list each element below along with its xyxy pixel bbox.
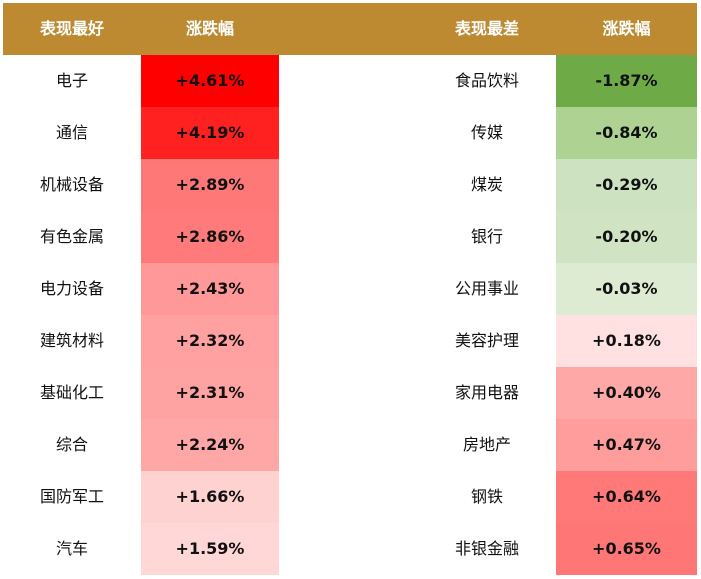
table-header-bar bbox=[3, 3, 697, 55]
best-sector-name: 有色金属 bbox=[39, 227, 104, 246]
worst-change-value: -1.87% bbox=[556, 55, 697, 107]
best-sector-name: 基础化工 bbox=[39, 383, 104, 402]
worst-change-value: -0.84% bbox=[556, 107, 697, 159]
worst-change-value: -0.03% bbox=[556, 263, 697, 315]
worst-sector-name: 食品饮料 bbox=[454, 71, 519, 90]
best-change-value: +4.61% bbox=[141, 55, 279, 107]
worst-sector-name: 家用电器 bbox=[454, 383, 519, 402]
worst-sector-name: 钢铁 bbox=[470, 487, 503, 506]
best-change-value: +2.86% bbox=[141, 211, 279, 263]
best-change-value: +1.59% bbox=[141, 523, 279, 575]
best-sector-name: 综合 bbox=[55, 435, 88, 454]
worst-sector-name: 煤炭 bbox=[470, 175, 503, 194]
worst-name-header: 表现最差 bbox=[454, 19, 519, 38]
worst-change-value: +0.18% bbox=[556, 315, 697, 367]
best-sector-name: 机械设备 bbox=[39, 175, 104, 194]
best-change-value: +2.24% bbox=[141, 419, 279, 471]
worst-change-value: -0.29% bbox=[556, 159, 697, 211]
best-sector-name: 国防军工 bbox=[39, 487, 104, 506]
worst-sector-name: 传媒 bbox=[470, 123, 503, 142]
worst-change-value: +0.65% bbox=[556, 523, 697, 575]
worst-sector-name: 银行 bbox=[470, 227, 503, 246]
worst-sector-name: 非银金融 bbox=[454, 539, 519, 558]
best-change-value: +2.89% bbox=[141, 159, 279, 211]
best-change-value: +4.19% bbox=[141, 107, 279, 159]
worst-sector-name: 房地产 bbox=[462, 435, 511, 454]
worst-sector-name: 公用事业 bbox=[454, 279, 519, 298]
worst-change-value: -0.20% bbox=[556, 211, 697, 263]
worst-change-value: +0.64% bbox=[556, 471, 697, 523]
best-change-value: +2.31% bbox=[141, 367, 279, 419]
best-change-value: +1.66% bbox=[141, 471, 279, 523]
best-sector-name: 电子 bbox=[55, 71, 88, 90]
best-sector-name: 通信 bbox=[55, 123, 88, 142]
best-change-value: +2.32% bbox=[141, 315, 279, 367]
worst-change-value: +0.40% bbox=[556, 367, 697, 419]
best-sector-name: 建筑材料 bbox=[39, 331, 104, 350]
best-value-header: 涨跌幅 bbox=[185, 19, 234, 38]
worst-sector-name: 美容护理 bbox=[454, 331, 519, 350]
best-change-value: +2.43% bbox=[141, 263, 279, 315]
best-sector-name: 电力设备 bbox=[39, 279, 104, 298]
best-sector-name: 汽车 bbox=[55, 539, 88, 558]
worst-value-header: 涨跌幅 bbox=[602, 19, 651, 38]
worst-change-value: +0.47% bbox=[556, 419, 697, 471]
best-name-header: 表现最好 bbox=[39, 19, 104, 38]
